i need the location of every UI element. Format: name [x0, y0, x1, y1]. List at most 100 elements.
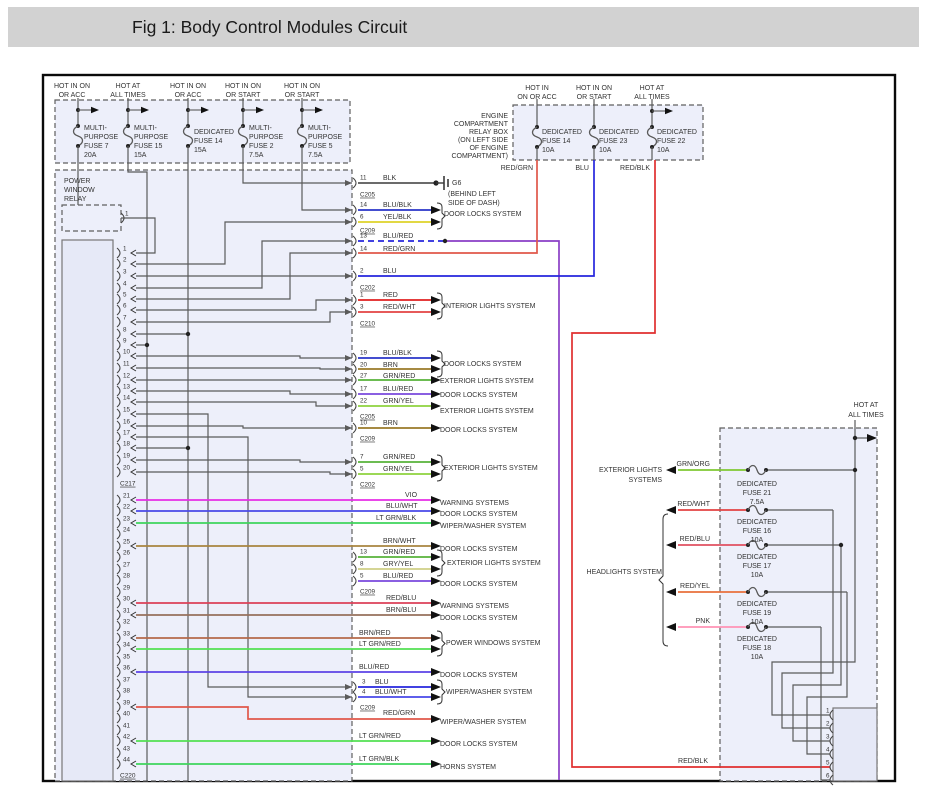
label: 2 [360, 268, 364, 275]
label: MULTI- [308, 125, 331, 132]
connector-label: C217 [120, 481, 136, 488]
label: DEDICATED [657, 129, 697, 136]
pin-number: 40 [123, 711, 131, 718]
label: LT GRN/RED [359, 733, 401, 740]
pin-arrow-icon [130, 468, 137, 476]
label: 1 [360, 292, 364, 299]
left_upper-pin [116, 442, 121, 454]
arrowhead-right-icon [345, 684, 352, 690]
left_lower-pin [116, 528, 121, 540]
pin-number: 5 [123, 292, 127, 299]
label: BRN [383, 362, 398, 369]
pin-arrow-icon [130, 341, 137, 349]
pin-arrow-icon [130, 542, 137, 550]
label: EXTERIOR LIGHTS SYSTEM [444, 465, 538, 472]
pin-number: 11 [123, 361, 130, 368]
bottom_right-pin [829, 709, 834, 721]
pin-arrow-icon [130, 364, 137, 372]
pin-arrow-icon [130, 272, 137, 280]
pin-number: 5 [826, 760, 830, 767]
left_upper-pin [116, 466, 121, 478]
group-brace [436, 292, 446, 320]
label: RED/GRN [501, 165, 533, 172]
label: DEDICATED [737, 601, 777, 608]
label: 13 [360, 233, 368, 240]
left_upper-pin [116, 328, 121, 340]
left_lower-pin [116, 701, 121, 713]
label: GRN/RED [383, 373, 415, 380]
pin-arrow-icon [130, 519, 137, 527]
left_upper-pin [116, 270, 121, 282]
arrowhead-left-icon [666, 623, 676, 631]
label: BRN/WHT [383, 538, 416, 545]
label: RED [383, 292, 398, 299]
pin-number: 29 [123, 585, 131, 592]
left_upper-pin [116, 282, 121, 294]
arrowhead-right-icon [431, 565, 441, 573]
label: C202 [360, 285, 376, 292]
wire [136, 401, 352, 407]
engine-compartment-relay-box [512, 104, 704, 161]
junction-dot [852, 435, 858, 441]
label: WARNING SYSTEMS [440, 500, 509, 507]
wire [136, 471, 352, 475]
arrowhead-right-icon [91, 106, 99, 114]
pin-number: 22 [123, 504, 131, 511]
label: OR START [226, 92, 261, 99]
pin-number: 28 [123, 573, 131, 580]
arrowhead-right-icon [345, 180, 352, 186]
arrowhead-right-icon [431, 542, 441, 550]
pin-number: 15 [123, 407, 131, 414]
right_col-pin [352, 422, 357, 434]
label: DEDICATED [737, 481, 777, 488]
label: ALL TIMES [110, 92, 146, 99]
wire [571, 160, 830, 768]
arrowhead-right-icon [431, 458, 441, 466]
label: FUSE 23 [599, 138, 628, 145]
arrowhead-right-icon [431, 519, 441, 527]
arrowhead-right-icon [345, 459, 352, 465]
label: WINDOW [64, 187, 95, 194]
label: 7.5A [249, 152, 264, 159]
pin-number: 3 [826, 734, 830, 741]
label: 15A [194, 147, 207, 154]
pin-number: 2 [826, 721, 830, 728]
label: 10A [751, 572, 764, 579]
pin-arrow-icon [130, 507, 137, 515]
fuse-symbol [747, 586, 767, 598]
left_upper-pin [116, 408, 121, 420]
label: BLK [383, 175, 397, 182]
pin-arrow-icon [130, 376, 137, 384]
pin-number: 32 [123, 619, 131, 626]
label: EXTERIOR LIGHTS SYSTEM [440, 408, 534, 415]
label: HOT IN ON [576, 85, 612, 92]
right_col-pin [352, 691, 357, 703]
label: BLU [575, 165, 589, 172]
label: 14 [360, 246, 368, 253]
arrowhead-right-icon [431, 553, 441, 561]
label: GRN/ORG [677, 461, 710, 468]
label: COMPARTMENT [454, 121, 509, 128]
fuse-symbol [182, 125, 194, 147]
left_lower-pin [116, 505, 121, 517]
left_upper-pin [116, 431, 121, 443]
junction-dot [852, 467, 858, 473]
wire [136, 425, 352, 429]
pin-arrow-icon [130, 352, 137, 360]
fuse-symbol [237, 125, 249, 147]
pin-number: 38 [123, 688, 131, 695]
label: 6 [360, 214, 364, 221]
arrowhead-right-icon [345, 403, 352, 409]
wire [136, 706, 431, 720]
arrowhead-right-icon [345, 219, 352, 225]
label: HORNS SYSTEM [440, 764, 496, 771]
wire [136, 459, 352, 463]
arrowhead-right-icon [345, 391, 352, 397]
arrowhead-right-icon [431, 760, 441, 768]
label: DOOR LOCKS SYSTEM [444, 211, 522, 218]
label: RED/BLK [678, 758, 708, 765]
headlights-brace [658, 513, 669, 647]
arrowhead-left-icon [666, 466, 676, 474]
left_upper-pin [116, 304, 121, 316]
